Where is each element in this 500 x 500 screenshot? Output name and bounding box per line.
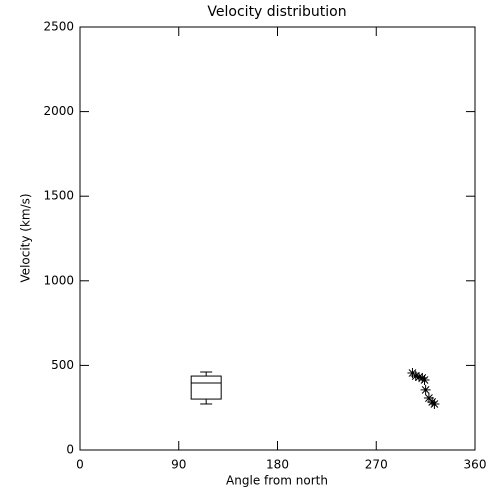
point [419, 374, 430, 385]
chart-title: Velocity distribution [207, 4, 346, 20]
point [423, 393, 434, 404]
box [190, 375, 222, 400]
y-tick-label: 500 [51, 358, 74, 372]
x-axis-label: Angle from north [226, 474, 328, 488]
x-tick-label: 360 [464, 458, 487, 472]
y-tick-label: 0 [66, 443, 74, 457]
y-tick-label: 2000 [43, 104, 74, 118]
x-tick-label: 90 [171, 458, 186, 472]
y-tick-label: 1000 [43, 273, 74, 287]
point [410, 371, 421, 382]
plot-frame [79, 26, 476, 451]
y-axis-label: Velocity (km/s) [19, 193, 33, 282]
x-tick-label: 0 [76, 458, 84, 472]
point [420, 384, 431, 395]
y-tick-label: 1500 [43, 189, 74, 203]
point [429, 398, 440, 409]
x-tick-label: 180 [266, 458, 289, 472]
x-tick-label: 270 [365, 458, 388, 472]
point [414, 372, 425, 383]
y-tick-label: 2500 [43, 20, 74, 34]
